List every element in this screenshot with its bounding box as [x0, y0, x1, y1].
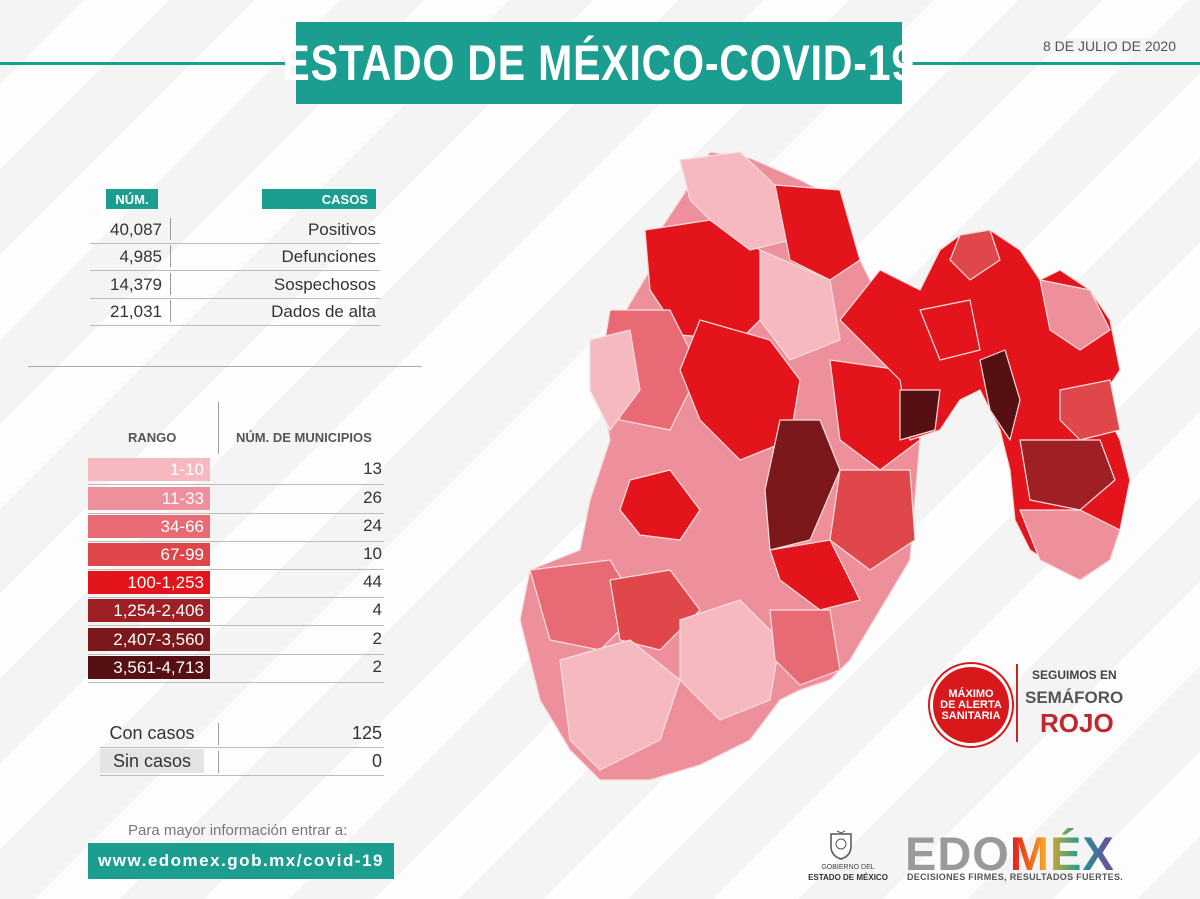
stat-label: Dados de alta — [271, 302, 376, 321]
range-swatch: 1,254-2,406 — [88, 599, 210, 622]
range-swatch: 100-1,253 — [88, 571, 210, 594]
section-divider — [28, 366, 422, 367]
range-swatch: 2,407-3,560 — [88, 628, 210, 651]
government-seal-icon — [830, 830, 852, 860]
range-row: 3,561-4,713 2 — [88, 654, 384, 683]
more-info-text: Para mayor información entrar a: — [128, 822, 348, 839]
semaforo-label: SEMÁFORO — [1025, 688, 1124, 707]
col-rango-header: RANGO — [128, 430, 177, 445]
stat-row: 40,087 Positivos — [90, 216, 380, 244]
alert-line: DE ALERTA — [940, 698, 1002, 711]
stat-row: 14,379 Sospechosos — [90, 271, 380, 299]
con-casos-row: Con casos 125 — [100, 721, 384, 748]
col-num-header: NÚM. — [106, 189, 158, 209]
municipality-count: 2 — [372, 629, 382, 648]
municipality-count: 10 — [363, 544, 382, 563]
logo-mx: MÉX — [1009, 827, 1115, 880]
column-divider — [218, 402, 219, 454]
semaforo-color: ROJO — [1040, 708, 1114, 738]
municipality-count: 13 — [363, 459, 382, 478]
stat-label: Positivos — [307, 220, 376, 239]
sin-casos-row: Sin casos 0 — [100, 749, 384, 776]
municipality-count: 4 — [372, 600, 382, 619]
range-swatch: 11-33 — [88, 487, 210, 510]
municipality-count: 24 — [363, 516, 382, 535]
municipality-count: 2 — [372, 657, 382, 676]
range-row: 34-66 24 — [88, 513, 384, 542]
col-municipios-header: NÚM. DE MUNICIPIOS — [236, 430, 372, 445]
stat-value: 40,087 — [110, 220, 162, 239]
col-casos-header: CASOS — [262, 189, 376, 209]
sin-casos-label: Sin casos — [100, 749, 204, 773]
range-row: 11-33 26 — [88, 485, 384, 514]
municipality-count: 44 — [363, 572, 382, 591]
range-row: 100-1,253 44 — [88, 569, 384, 598]
website-link[interactable]: www.edomex.gob.mx/covid-19 — [88, 843, 394, 879]
sin-casos-value: 0 — [371, 751, 382, 771]
alert-line: SANITARIA — [941, 709, 1001, 722]
alert-badge: MÁXIMO DE ALERTA SANITARIA — [930, 664, 1012, 746]
stat-value: 4,985 — [119, 247, 162, 266]
stat-value: 14,379 — [110, 275, 162, 294]
logo-tagline: DECISIONES FIRMES, RESULTADOS FUERTES. — [907, 872, 1124, 882]
municipality-map — [519, 151, 1131, 781]
stat-label: Defunciones — [281, 247, 376, 266]
con-casos-label: Con casos — [109, 723, 195, 743]
logo-prefix: EDO — [905, 827, 1010, 880]
range-row: 1,254-2,406 4 — [88, 597, 384, 626]
stat-value: 21,031 — [110, 302, 162, 321]
range-swatch: 3,561-4,713 — [88, 656, 210, 679]
range-row: 2,407-3,560 2 — [88, 626, 384, 655]
page-title: ESTADO DE MÉXICO-COVID-19 — [282, 35, 916, 91]
con-casos-value: 125 — [351, 723, 382, 743]
municipality-count: 26 — [363, 488, 382, 507]
semaforo-intro: SEGUIMOS EN — [1032, 668, 1117, 682]
range-swatch: 34-66 — [88, 515, 210, 538]
title-banner: ESTADO DE MÉXICO-COVID-19 — [283, 22, 914, 104]
gov-line-2: ESTADO DE MÉXICO — [808, 873, 888, 882]
range-swatch: 1-10 — [88, 458, 210, 481]
range-row: 67-99 10 — [88, 541, 384, 570]
edomex-logo: EDOMÉX — [905, 826, 1115, 881]
alert-line: MÁXIMO — [948, 687, 994, 700]
stat-row: 4,985 Defunciones — [90, 243, 380, 271]
gov-line-1: GOBIERNO DEL — [821, 864, 875, 871]
range-swatch: 67-99 — [88, 543, 210, 566]
stat-row: 21,031 Dados de alta — [90, 298, 380, 326]
date-label: 8 DE JULIO DE 2020 — [1038, 38, 1180, 54]
stat-label: Sospechosos — [273, 275, 376, 294]
range-row: 1-10 13 — [88, 456, 384, 485]
alert-divider — [1016, 664, 1018, 742]
